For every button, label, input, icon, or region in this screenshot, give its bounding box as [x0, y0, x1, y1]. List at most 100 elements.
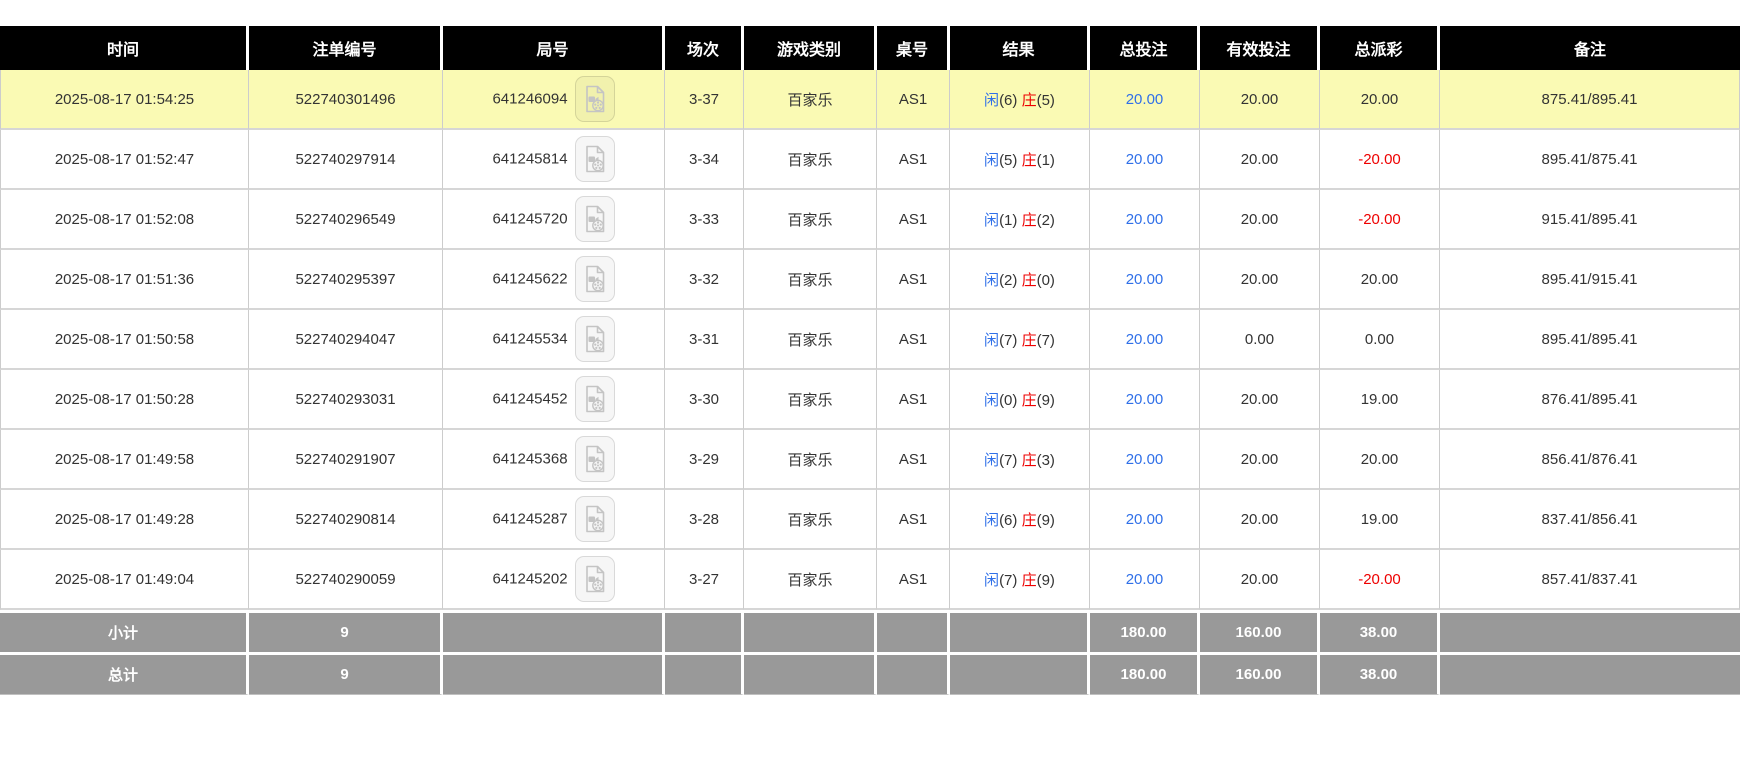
- result-banker-label: 庄: [1021, 271, 1037, 289]
- total-bet-cell: 20.00: [1090, 130, 1200, 190]
- column-header-time: 时间: [0, 26, 249, 70]
- grand-total-valid-bet: 160.00: [1200, 652, 1320, 695]
- video-replay-button[interactable]: [574, 256, 615, 302]
- remark-cell: 857.41/837.41: [1440, 550, 1740, 610]
- video-replay-button[interactable]: [574, 136, 615, 182]
- session-cell: 3-30: [665, 370, 744, 430]
- subtotal-count: 9: [249, 610, 443, 652]
- valid-bet-cell: 20.00: [1200, 370, 1320, 430]
- round-id-cell: 641245720: [443, 190, 665, 250]
- column-header-session: 场次: [665, 26, 744, 70]
- time-cell: 2025-08-17 01:51:36: [0, 250, 249, 310]
- result-player-label: 闲: [984, 571, 1000, 589]
- time-cell: 2025-08-17 01:49:04: [0, 550, 249, 610]
- result-banker-score: (9): [1036, 571, 1055, 589]
- result-banker-label: 庄: [1021, 391, 1037, 409]
- session-cell: 3-33: [665, 190, 744, 250]
- remark-cell: 876.41/895.41: [1440, 370, 1740, 430]
- payout-cell: -20.00: [1320, 190, 1440, 250]
- result-player-score: (6): [999, 91, 1018, 109]
- round-id-cell: 641245814: [443, 130, 665, 190]
- bet-id-cell: 522740297914: [249, 130, 443, 190]
- video-replay-button[interactable]: [574, 436, 615, 482]
- result-cell: 闲(1) 庄(2): [950, 190, 1090, 250]
- result-player-label: 闲: [984, 151, 1000, 169]
- payout-cell: 19.00: [1320, 490, 1440, 550]
- subtotal-empty-cell: [443, 610, 665, 652]
- round-number: 641245534: [492, 330, 568, 348]
- video-file-icon: [585, 565, 604, 593]
- video-replay-button[interactable]: [574, 76, 615, 122]
- table-row: 2025-08-17 01:52:47 522740297914 6412458…: [0, 130, 1740, 190]
- result-banker-label: 庄: [1021, 571, 1037, 589]
- table-row: 2025-08-17 01:52:08 522740296549 6412457…: [0, 190, 1740, 250]
- result-cell: 闲(6) 庄(9): [950, 490, 1090, 550]
- total-bet-cell: 20.00: [1090, 550, 1200, 610]
- result-banker-score: (2): [1036, 211, 1055, 229]
- result-player-label: 闲: [984, 331, 1000, 349]
- valid-bet-cell: 20.00: [1200, 490, 1320, 550]
- subtotal-payout: 38.00: [1320, 610, 1440, 652]
- column-header-result: 结果: [950, 26, 1090, 70]
- result-player-score: (5): [999, 151, 1018, 169]
- result-banker-score: (7): [1036, 331, 1055, 349]
- total-bet-cell: 20.00: [1090, 490, 1200, 550]
- result-cell: 闲(5) 庄(1): [950, 130, 1090, 190]
- game-type-cell: 百家乐: [744, 190, 877, 250]
- payout-cell: 19.00: [1320, 370, 1440, 430]
- bet-id-cell: 522740294047: [249, 310, 443, 370]
- session-cell: 3-32: [665, 250, 744, 310]
- column-header-valid-bet: 有效投注: [1200, 26, 1320, 70]
- video-file-icon: [585, 265, 604, 293]
- bet-id-cell: 522740290814: [249, 490, 443, 550]
- table-id-cell: AS1: [877, 370, 950, 430]
- subtotal-total-bet: 180.00: [1090, 610, 1200, 652]
- valid-bet-cell: 20.00: [1200, 130, 1320, 190]
- table-row: 2025-08-17 01:49:04 522740290059 6412452…: [0, 550, 1740, 610]
- round-number: 641245452: [492, 390, 568, 408]
- valid-bet-cell: 20.00: [1200, 250, 1320, 310]
- bet-id-cell: 522740296549: [249, 190, 443, 250]
- video-replay-button[interactable]: [574, 376, 615, 422]
- session-cell: 3-37: [665, 70, 744, 130]
- subtotal-empty-cell: [665, 610, 744, 652]
- video-replay-button[interactable]: [574, 496, 615, 542]
- video-replay-button[interactable]: [574, 316, 615, 362]
- table-id-cell: AS1: [877, 310, 950, 370]
- video-replay-button[interactable]: [574, 196, 615, 242]
- subtotal-empty-cell: [950, 610, 1090, 652]
- round-id-cell: 641245622: [443, 250, 665, 310]
- round-number: 641245202: [492, 570, 568, 588]
- result-banker-score: (0): [1036, 271, 1055, 289]
- subtotal-empty-cell: [744, 610, 877, 652]
- column-header-total-bet: 总投注: [1090, 26, 1200, 70]
- game-type-cell: 百家乐: [744, 550, 877, 610]
- result-player-score: (7): [999, 451, 1018, 469]
- table-row: 2025-08-17 01:49:28 522740290814 6412452…: [0, 490, 1740, 550]
- session-cell: 3-31: [665, 310, 744, 370]
- result-player-score: (7): [999, 331, 1018, 349]
- grand-total-empty-cell: [950, 652, 1090, 695]
- session-cell: 3-29: [665, 430, 744, 490]
- subtotal-valid-bet: 160.00: [1200, 610, 1320, 652]
- round-number: 641245814: [492, 150, 568, 168]
- video-file-icon: [585, 325, 604, 353]
- result-banker-label: 庄: [1021, 151, 1037, 169]
- bet-id-cell: 522740301496: [249, 70, 443, 130]
- table-id-cell: AS1: [877, 490, 950, 550]
- total-bet-cell: 20.00: [1090, 250, 1200, 310]
- table-row: 2025-08-17 01:50:58 522740294047 6412455…: [0, 310, 1740, 370]
- round-id-cell: 641246094: [443, 70, 665, 130]
- game-type-cell: 百家乐: [744, 310, 877, 370]
- total-bet-cell: 20.00: [1090, 70, 1200, 130]
- bet-records-table: 时间 注单编号 局号 场次 游戏类别 桌号 结果 总投注 有效投注 总派彩 备注…: [0, 26, 1740, 695]
- time-cell: 2025-08-17 01:49:28: [0, 490, 249, 550]
- game-type-cell: 百家乐: [744, 370, 877, 430]
- time-cell: 2025-08-17 01:50:58: [0, 310, 249, 370]
- video-replay-button[interactable]: [574, 556, 615, 602]
- result-banker-score: (5): [1036, 91, 1055, 109]
- result-banker-score: (9): [1036, 511, 1055, 529]
- remark-cell: 895.41/915.41: [1440, 250, 1740, 310]
- time-cell: 2025-08-17 01:54:25: [0, 70, 249, 130]
- subtotal-empty-cell: [877, 610, 950, 652]
